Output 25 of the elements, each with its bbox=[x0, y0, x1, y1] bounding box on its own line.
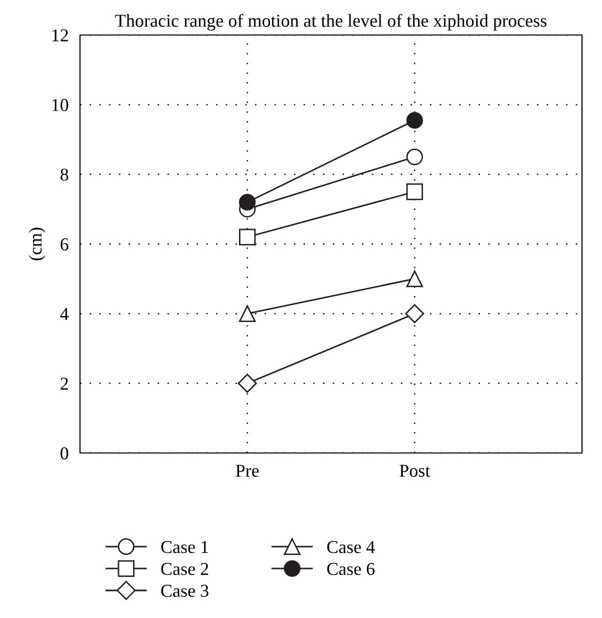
point bbox=[239, 228, 256, 246]
point bbox=[238, 374, 257, 393]
legend-label: Case 4 bbox=[327, 540, 375, 554]
legend-label: Case 1 bbox=[161, 540, 208, 554]
y-tick-label: 4 bbox=[60, 308, 69, 320]
y-tick-label: 12 bbox=[52, 29, 68, 42]
y-tick-label: 8 bbox=[60, 168, 68, 181]
point bbox=[406, 112, 423, 129]
legend-label: Case 3 bbox=[161, 584, 208, 597]
y-tick-label: 0 bbox=[60, 447, 68, 460]
chart-title: Thoracic range of motion at the level of the xiphoid process bbox=[115, 14, 546, 31]
x-tick-label: Post bbox=[400, 464, 430, 477]
x-tick-label: Pre bbox=[236, 464, 259, 477]
point bbox=[406, 148, 423, 166]
y-tick-label: 10 bbox=[52, 98, 68, 112]
y-axis-title: (cm) bbox=[28, 228, 46, 260]
point bbox=[405, 304, 424, 324]
legend-label: Case 2 bbox=[161, 562, 208, 576]
point bbox=[239, 194, 256, 211]
point bbox=[406, 183, 423, 200]
y-tick-label: 6 bbox=[60, 238, 68, 250]
y-tick-label: 2 bbox=[60, 378, 68, 390]
point bbox=[239, 305, 256, 322]
legend-label: Case 6 bbox=[327, 562, 375, 576]
point bbox=[406, 270, 423, 288]
